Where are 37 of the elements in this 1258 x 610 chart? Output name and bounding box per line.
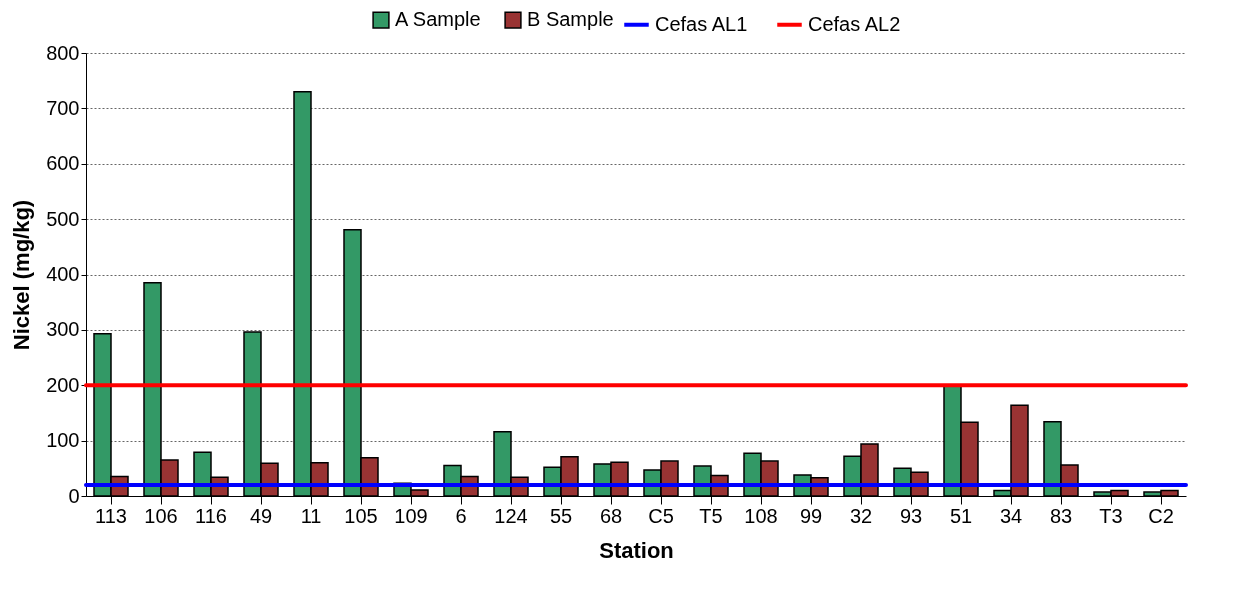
x-tick-label: 106 [144,504,178,527]
y-tick-label: 700 [46,96,80,119]
y-tick-label: 500 [46,207,80,230]
x-tick-label: 108 [744,504,778,527]
legend-label: A Sample [395,8,481,31]
legend-label: Cefas AL2 [808,12,901,35]
x-tick-label: 124 [494,504,528,527]
y-tick-label: 200 [46,373,80,396]
x-tick-label: 105 [344,504,378,527]
x-tick-label: 55 [549,504,573,527]
y-tick-label: 100 [46,429,80,452]
legend-label: Cefas AL1 [655,12,748,35]
y-tick-label: 600 [46,152,80,175]
x-tick-label: C5 [648,504,674,527]
x-tick-label: T3 [1099,504,1123,527]
y-tick-label: 0 [68,484,80,507]
legend-label: B Sample [527,8,614,31]
x-axis-title: Station [599,537,674,563]
x-tick-label: 93 [899,504,923,527]
x-tick-label: T5 [699,504,723,527]
x-tick-label: 109 [394,504,428,527]
x-tick-label: 68 [599,504,623,527]
y-axis-title: Nickel (mg/kg) [9,199,35,351]
y-tick-label: 800 [46,41,80,64]
x-tick-label: 99 [799,504,823,527]
x-tick-label: 116 [195,504,227,527]
y-tick-label: 300 [46,318,80,341]
x-tick-label: 113 [95,504,127,527]
x-tick-label: 11 [300,504,322,527]
x-tick-label: 34 [999,504,1023,527]
x-tick-label: 83 [1049,504,1073,527]
x-tick-label: 32 [849,504,873,527]
x-tick-label: 51 [949,504,973,527]
x-tick-label: 49 [249,504,273,527]
x-tick-label: C2 [1148,504,1174,527]
x-tick-label: 6 [455,504,467,527]
y-tick-label: 400 [46,263,80,285]
